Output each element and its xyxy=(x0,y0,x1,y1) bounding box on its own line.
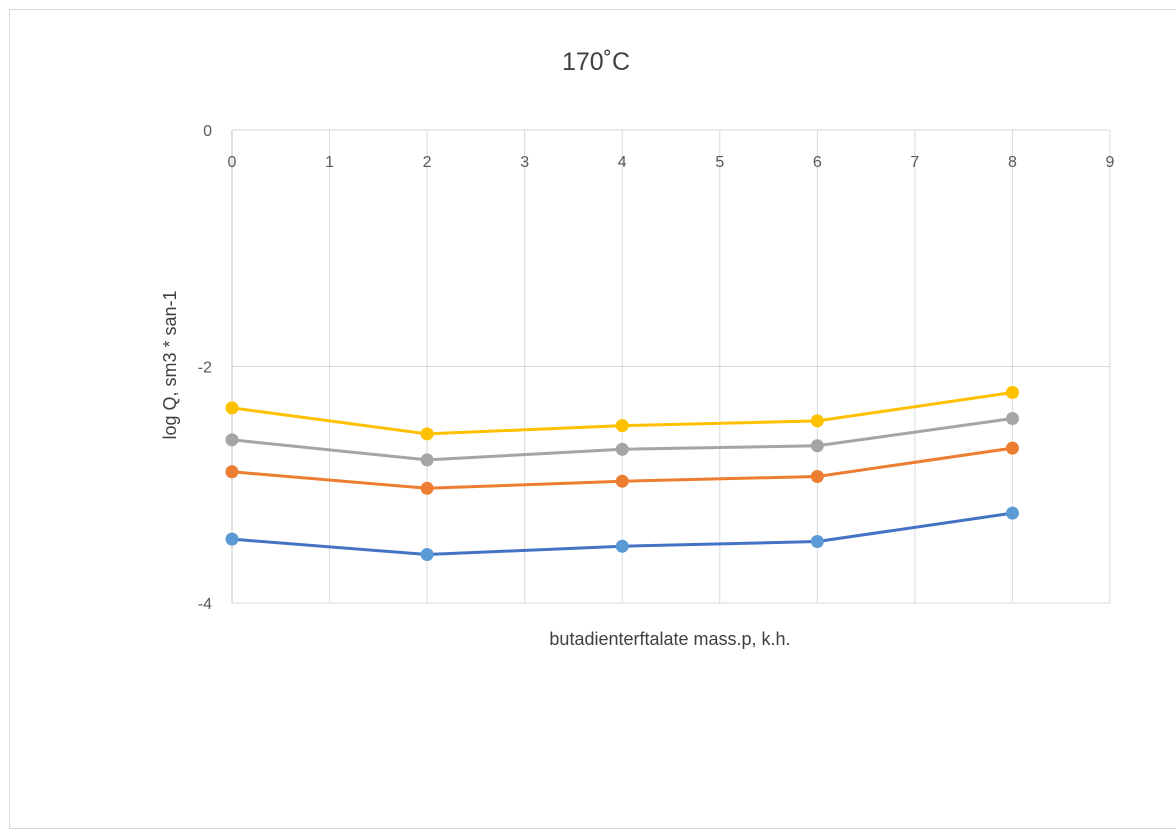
data-point xyxy=(810,414,824,428)
x-tick-label: 1 xyxy=(325,154,334,171)
data-point xyxy=(225,465,239,479)
x-tick-label: 8 xyxy=(1008,154,1017,171)
chart-title: 170˚C xyxy=(562,48,630,76)
data-point xyxy=(420,548,434,562)
data-point xyxy=(225,401,239,415)
series-1 xyxy=(225,506,1019,562)
data-point xyxy=(615,474,629,488)
series-4 xyxy=(225,386,1019,441)
x-tick-label: 4 xyxy=(618,154,627,171)
data-point xyxy=(1005,506,1019,520)
data-point xyxy=(420,481,434,495)
x-tick-label: 6 xyxy=(813,154,822,171)
series-2 xyxy=(225,441,1019,495)
data-point xyxy=(420,453,434,467)
data-point xyxy=(1005,412,1019,426)
series-3 xyxy=(225,412,1019,467)
y-tick-label: -4 xyxy=(198,596,212,613)
y-tick-label: -2 xyxy=(198,360,212,377)
x-tick-label: 7 xyxy=(910,154,919,171)
series xyxy=(225,386,1019,562)
gridlines xyxy=(232,129,1111,604)
data-point xyxy=(1005,441,1019,455)
data-point xyxy=(810,535,824,549)
x-tick-label: 0 xyxy=(228,154,237,171)
data-point xyxy=(810,469,824,483)
data-point xyxy=(615,419,629,433)
data-point xyxy=(615,442,629,456)
x-tick-label: 2 xyxy=(423,154,432,171)
x-axis-title: butadienterftalate mass.p, k.h. xyxy=(549,629,790,649)
x-tick-label: 3 xyxy=(520,154,529,171)
y-axis-title: log Q, sm3 * san-1 xyxy=(160,290,180,439)
y-tick-label: 0 xyxy=(203,123,212,140)
data-point xyxy=(810,439,824,453)
data-point xyxy=(225,532,239,546)
tick-labels: 0 1 2 3 4 5 6 7 8 9 0 -2 -4 xyxy=(198,123,1115,613)
data-point xyxy=(615,539,629,553)
data-point xyxy=(420,427,434,441)
x-tick-label: 5 xyxy=(715,154,724,171)
x-tick-label: 9 xyxy=(1106,154,1115,171)
data-point xyxy=(1005,386,1019,400)
data-point xyxy=(225,433,239,447)
